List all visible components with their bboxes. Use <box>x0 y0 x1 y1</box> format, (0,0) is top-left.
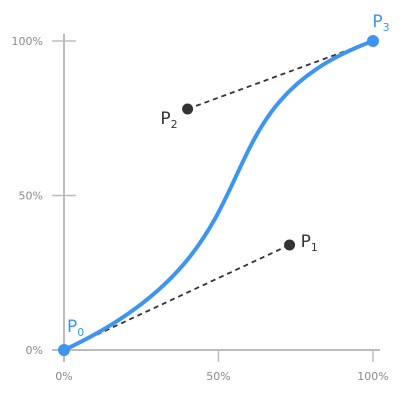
point-subscript-p2: 2 <box>171 118 178 131</box>
x-tick-label-0: 0% <box>55 370 72 383</box>
point-letter-p2: P <box>160 109 170 129</box>
bezier-curve <box>62 39 375 352</box>
y-tick-label-0: 0% <box>26 344 43 357</box>
x-tick-label-2: 100% <box>357 370 388 383</box>
point-p1[interactable] <box>284 239 296 251</box>
point-letter-p3: P <box>372 12 382 32</box>
point-subscript-p0: 0 <box>77 326 84 339</box>
point-label-p3: P3 <box>372 12 389 34</box>
y-tick-label-2: 100% <box>12 35 43 48</box>
point-label-p1: P1 <box>301 232 318 254</box>
point-label-p2: P2 <box>160 109 177 131</box>
point-letter-p1: P <box>301 232 311 252</box>
point-subscript-p1: 1 <box>311 241 318 254</box>
point-letter-p0: P <box>67 317 77 337</box>
point-p3[interactable] <box>367 35 379 47</box>
point-p2[interactable] <box>182 103 194 115</box>
point-subscript-p3: 3 <box>383 21 390 34</box>
point-label-p0: P0 <box>67 317 84 339</box>
x-tick-label-1: 50% <box>206 370 230 383</box>
point-p0[interactable] <box>58 344 70 356</box>
ticks: 0% 50% 100% 0% 50% 100% <box>12 35 389 383</box>
y-tick-label-1: 50% <box>19 190 43 203</box>
control-handles <box>63 40 374 351</box>
handle-p0-p1 <box>63 244 290 351</box>
